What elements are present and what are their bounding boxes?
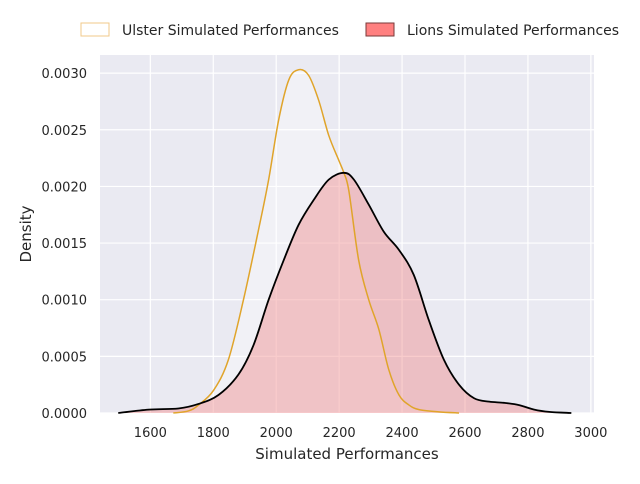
legend-swatch-ulster	[80, 22, 110, 37]
x-tick-label: 2400	[386, 426, 419, 441]
x-tick-label: 1600	[134, 426, 167, 441]
y-tick-label: 0.0010	[42, 294, 88, 309]
x-axis-label: Simulated Performances	[255, 445, 439, 463]
y-axis-label: Density	[17, 205, 35, 262]
legend-label-ulster: Ulster Simulated Performances	[122, 23, 339, 39]
x-tick-label: 2200	[323, 426, 356, 441]
x-tick-label: 2600	[448, 426, 481, 441]
y-tick-label: 0.0000	[42, 407, 88, 422]
y-tick-label: 0.0025	[42, 124, 88, 139]
lions-density-line	[118, 171, 572, 414]
legend-swatch-lions	[365, 22, 395, 37]
y-tick-label: 0.0030	[42, 67, 88, 82]
y-tick-label: 0.0015	[42, 237, 88, 252]
x-tick-label: 1800	[197, 426, 230, 441]
legend-label-lions: Lions Simulated Performances	[407, 23, 619, 39]
x-tick-label: 3000	[574, 426, 607, 441]
y-tick-label: 0.0020	[42, 180, 88, 195]
ulster-density-fill	[173, 69, 460, 414]
legend: Ulster Simulated Performances Lions Simu…	[80, 22, 619, 39]
ulster-density-line	[173, 68, 460, 414]
plot-area	[100, 55, 594, 413]
y-tick-label: 0.0005	[42, 350, 88, 365]
x-tick-label: 2800	[511, 426, 544, 441]
x-tick-label: 2000	[260, 426, 293, 441]
lions-density-fill	[118, 172, 572, 413]
